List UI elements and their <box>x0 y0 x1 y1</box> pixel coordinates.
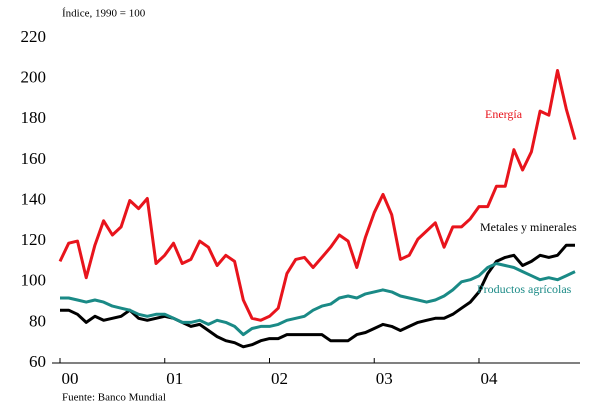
y-tick-label: 180 <box>21 108 47 127</box>
source: Fuente: Banco Mundial <box>62 392 166 404</box>
series-label: Productos agrícolas <box>477 282 572 296</box>
y-tick-label: 160 <box>21 149 47 168</box>
y-tick-label: 140 <box>21 189 47 208</box>
y-tick-label: 100 <box>21 271 47 290</box>
y-tick-label: 200 <box>21 68 47 87</box>
x-tick-label: 00 <box>62 369 79 388</box>
x-tick-label: 02 <box>271 369 288 388</box>
x-tick-label: 04 <box>480 369 498 388</box>
subtitle: Índice, 1990 = 100 <box>62 8 146 20</box>
y-tick-label: 80 <box>29 311 46 330</box>
series-line <box>58 69 577 322</box>
y-tick-label: 220 <box>21 27 47 46</box>
series-label: Metales y minerales <box>480 220 577 234</box>
x-tick-label: 03 <box>376 369 393 388</box>
series-line <box>60 243 575 349</box>
x-tick-label: 01 <box>166 369 183 388</box>
y-tick-label: 60 <box>29 352 46 371</box>
y-tick-label: 120 <box>21 230 47 249</box>
series-label: Energía <box>485 107 523 121</box>
series-line <box>60 262 576 337</box>
